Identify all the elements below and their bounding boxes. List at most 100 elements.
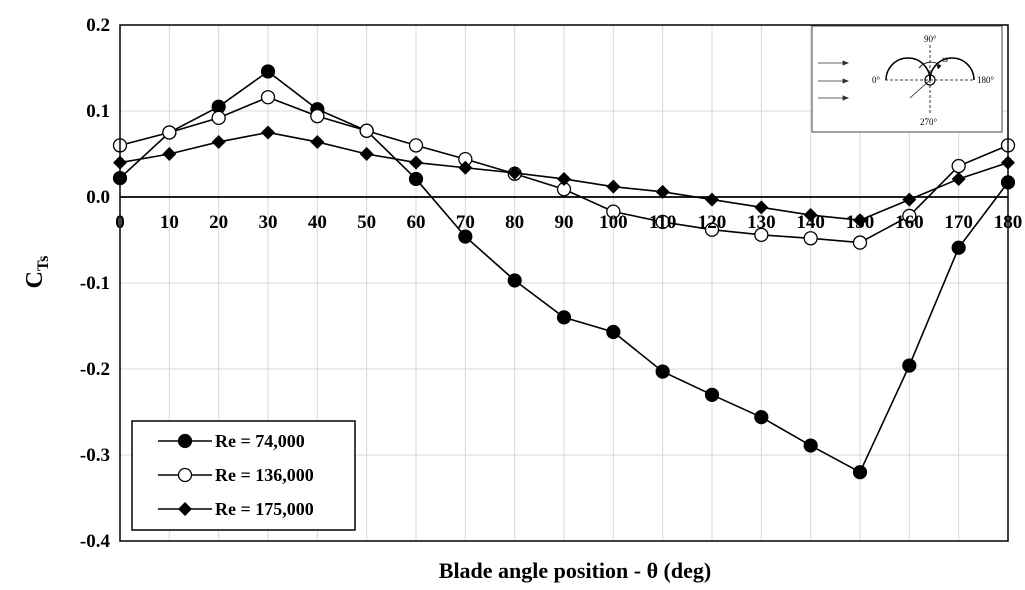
x-tick-label: 160 [895,212,924,233]
series-2 [112,90,1016,250]
legend-marker [178,502,192,516]
legend-label: Re = 136,000 [215,465,314,485]
data-point [260,90,276,105]
data-point [803,438,818,453]
y-tick-labels: 0.2 0.1 0.0 -0.1 -0.2 -0.3 -0.4 [80,15,111,552]
x-tick-label: 180 [994,212,1023,233]
x-tick-label: 0 [115,212,125,233]
data-point [310,134,325,149]
legend-item: Re = 74,000 [158,431,305,451]
data-point [310,109,325,124]
legend-marker [177,467,193,483]
x-tick-label: 70 [456,212,475,233]
data-point [556,310,572,325]
y-tick-label: 0.1 [86,101,110,122]
x-tick-label: 130 [747,212,776,233]
y-tick-label: 0.0 [86,187,110,208]
data-point [458,160,473,175]
data-point [951,171,966,186]
data-point [902,358,917,373]
data-point [902,192,917,207]
rotor-diagram [885,45,975,114]
y-axis-title-sub: Ts [35,256,52,271]
inset-label-90: 90° [924,34,937,44]
series-1 [112,64,1016,480]
x-tick-labels: 0 10 20 30 40 50 60 70 80 90 100 110 120 130 140 150 160… [115,212,1022,233]
data-point [704,222,720,237]
data-point [260,64,276,79]
legend-label: Re = 74,000 [215,431,305,451]
data-point [408,171,424,187]
x-tick-label: 110 [649,212,676,233]
series-3 [113,125,1015,228]
data-point [655,214,670,230]
inset-label-0: 0° [872,75,881,85]
x-tick-label: 150 [846,212,875,233]
legend-item: Re = 136,000 [158,465,314,485]
data-point [655,364,670,379]
data-point [655,184,670,199]
x-tick-label: 40 [308,212,327,233]
data-point [951,240,966,255]
plot-frame [119,24,1009,542]
data-point [261,125,275,140]
x-tick-label: 80 [505,212,524,233]
legend-item: Re = 175,000 [158,499,314,519]
data-point [852,235,868,250]
rotor-schematic-inset: 90° 0° 180° 270° ω [811,25,1003,133]
data-point [162,147,177,161]
y-tick-label: -0.2 [80,359,110,380]
y-axis-title-main: C [22,271,48,288]
inset-label-omega: ω [942,54,948,64]
inset-label-180: 180° [977,75,995,85]
data-point [853,213,867,228]
data-point [852,465,868,480]
legend: Re = 74,000 Re = 136,000 Re = 175,000 [131,420,356,531]
data-point [211,134,226,149]
data-point [458,229,473,244]
data-point [754,410,769,425]
legend-marker [177,433,193,449]
x-tick-label: 30 [259,212,278,233]
y-tick-label: -0.3 [80,445,110,466]
y-tick-label: -0.1 [80,273,110,294]
x-axis-title: Blade angle position - θ (deg) [439,558,711,583]
x-tick-label: 50 [357,212,376,233]
x-tick-label: 140 [796,212,825,233]
data-point [803,231,818,246]
x-tick-label: 60 [407,212,426,233]
data-point [705,192,719,207]
data-point [754,200,769,215]
data-point [704,387,720,402]
inset-label-270: 270° [920,117,938,127]
x-tick-label: 10 [160,212,179,233]
y-axis-title: CTs [22,256,52,289]
data-point [359,147,374,161]
data-point [409,155,423,170]
x-tick-label: 20 [209,212,228,233]
x-tick-label: 120 [698,212,727,233]
data-point [803,208,818,223]
data-point [557,171,571,186]
data-point [606,324,621,340]
series-group [112,64,1016,480]
data-point [408,138,424,153]
y-tick-label: 0.2 [86,15,110,36]
y-tick-label: -0.4 [80,531,111,552]
flow-arrows [818,60,850,101]
x-tick-label: 90 [555,212,574,233]
data-point [951,158,966,174]
data-point [162,125,177,140]
data-point [507,273,522,288]
data-point [902,208,917,224]
data-point [606,204,621,219]
legend-label: Re = 175,000 [215,499,314,519]
data-point [754,227,769,242]
data-point [211,110,226,126]
x-tick-label: 170 [944,212,973,233]
data-point [507,165,522,180]
data-point [359,123,374,138]
data-point [606,179,621,194]
x-tick-label: 100 [599,212,628,233]
